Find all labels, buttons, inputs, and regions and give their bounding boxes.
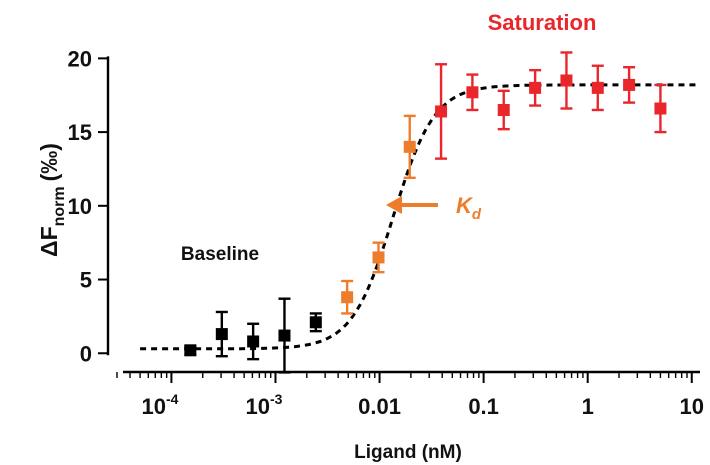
data-marker [654, 102, 667, 115]
data-marker [623, 78, 636, 91]
data-point-saturation [654, 83, 667, 134]
y-axis-title-sub: norm [51, 186, 68, 226]
data-point-saturation [623, 66, 636, 104]
axes: 0 5 10 15 20 10-4 10-3 0.01 0.1 1 10 [68, 46, 704, 419]
data-marker [278, 329, 291, 342]
y-tick-label: 15 [68, 120, 92, 145]
kd-arrowhead [386, 196, 402, 214]
data-point-baseline [247, 322, 260, 361]
data-marker [591, 81, 604, 94]
y-tick-label: 5 [80, 268, 92, 293]
data-points [184, 51, 667, 374]
x-tick-label: 1 [582, 394, 594, 419]
data-marker [466, 86, 479, 99]
x-axis-title: Ligand (nM) [354, 442, 462, 463]
x-tick-label: 0.01 [358, 394, 401, 419]
y-axis-title: ΔFnorm (‰) [36, 143, 68, 257]
data-marker [435, 105, 448, 118]
data-marker [215, 328, 228, 341]
data-marker [403, 140, 416, 153]
data-point-baseline [278, 297, 291, 374]
kd-label-sub: d [472, 206, 482, 223]
annotation-baseline: Baseline [181, 244, 259, 265]
data-point-saturation [466, 73, 479, 112]
y-tick-label: 0 [80, 341, 92, 366]
kd-label: Kd [456, 193, 482, 223]
data-marker [247, 335, 260, 348]
data-marker [372, 251, 385, 264]
data-point-transition [341, 279, 354, 315]
data-point-baseline [309, 312, 322, 333]
data-point-transition [403, 114, 416, 180]
x-tick-label: 10-3 [246, 391, 283, 419]
data-marker [341, 291, 354, 304]
kd-annotation: Kd [386, 193, 482, 223]
data-marker [309, 316, 322, 329]
fit-curve-path [140, 83, 697, 351]
data-point-baseline [215, 310, 228, 358]
data-point-saturation [560, 51, 573, 110]
x-tick-label: 0.1 [468, 394, 499, 419]
data-point-saturation [435, 63, 448, 160]
x-tick-label: 10-4 [141, 391, 178, 419]
data-point-transition [372, 241, 385, 274]
data-marker [497, 103, 510, 116]
fit-curve [140, 83, 697, 351]
data-point-saturation [529, 68, 542, 107]
data-point-baseline [184, 344, 197, 357]
y-tick-label: 20 [68, 46, 92, 71]
y-axis-title-main: ΔF [36, 226, 62, 257]
data-marker [560, 74, 573, 87]
x-tick-label: 10 [680, 394, 704, 419]
kd-label-main: K [456, 193, 474, 218]
y-axis-title-unit: (‰) [36, 143, 62, 181]
data-marker [529, 81, 542, 94]
data-point-saturation [497, 89, 510, 131]
data-point-saturation [591, 64, 604, 112]
annotation-saturation: Saturation [488, 10, 597, 35]
y-tick-label: 10 [68, 194, 92, 219]
data-marker [184, 344, 197, 357]
